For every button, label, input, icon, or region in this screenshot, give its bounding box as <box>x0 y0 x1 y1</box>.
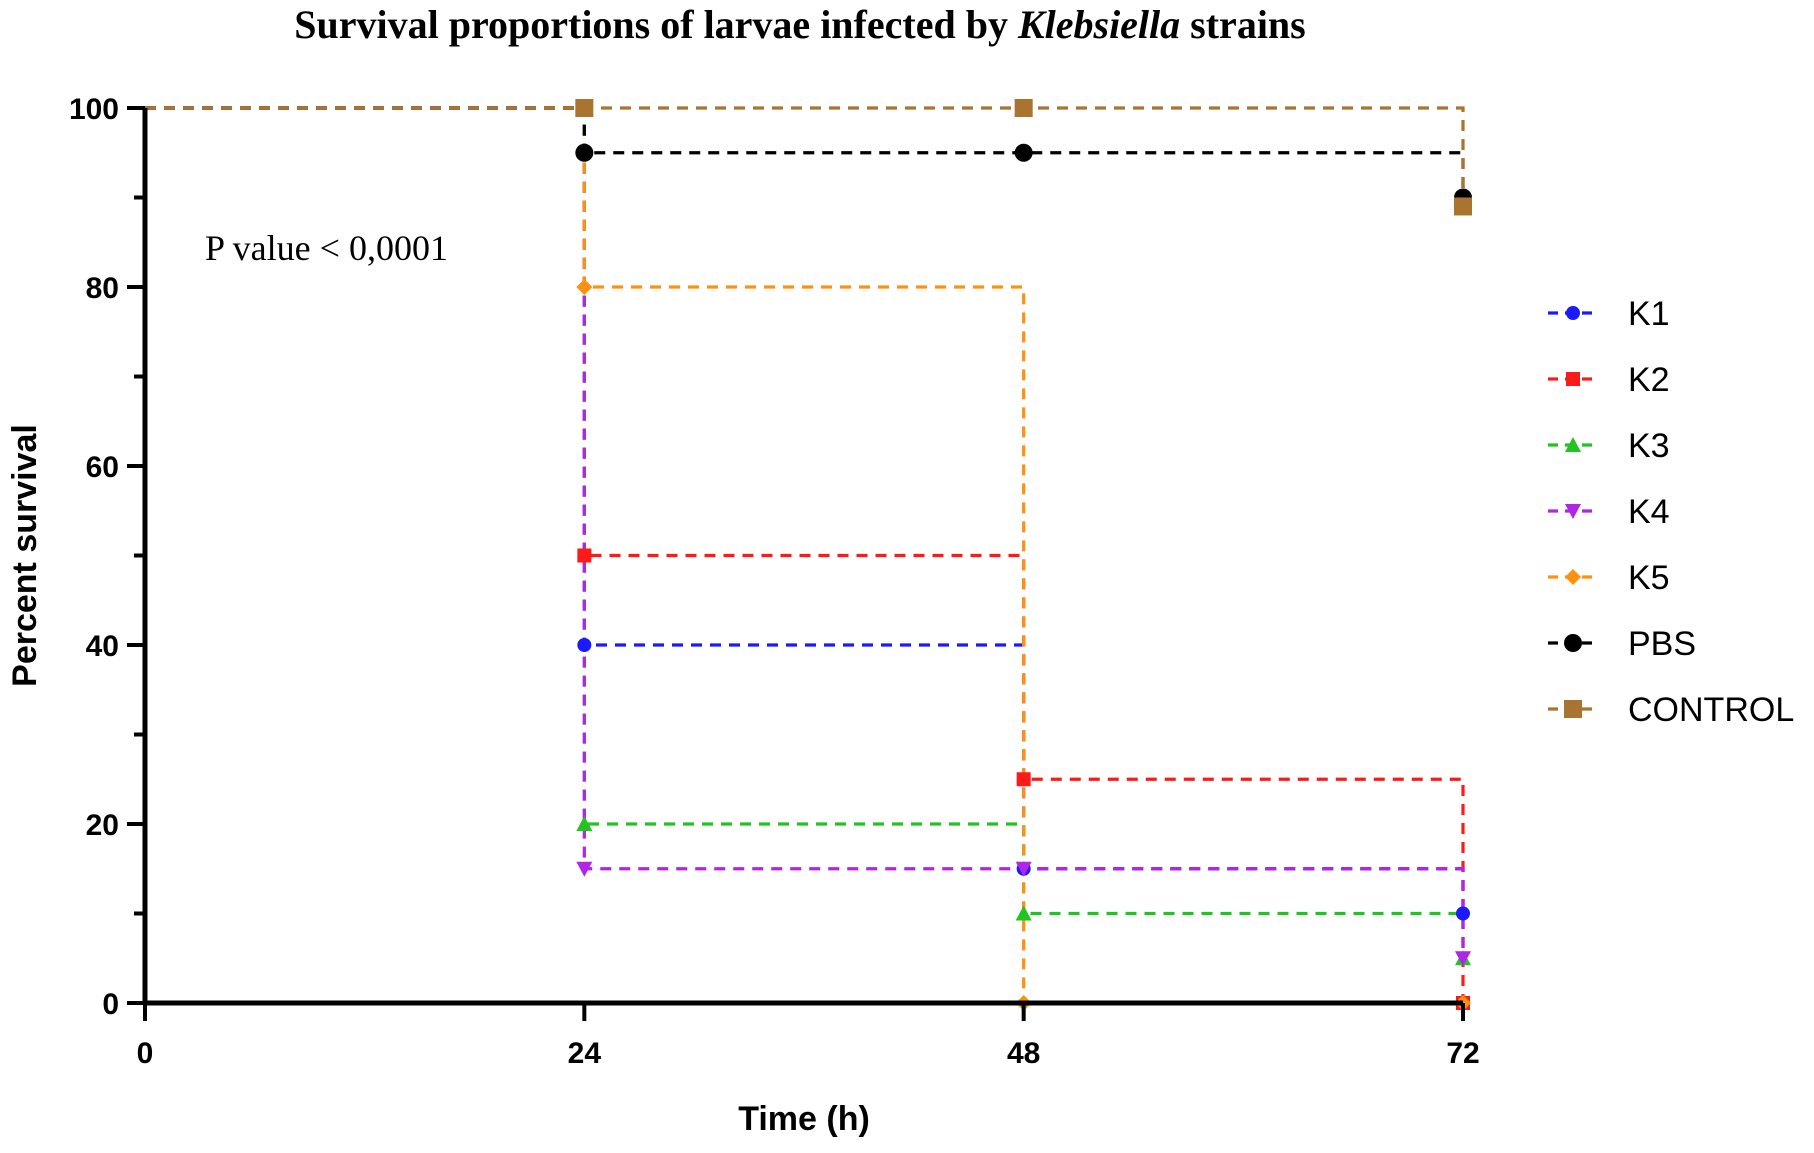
x-tick-label-48: 48 <box>1007 1037 1040 1070</box>
legend-marker-k1 <box>1566 306 1580 320</box>
legend-item-k5: K5 <box>1548 559 1670 597</box>
legend-label-k5: K5 <box>1628 559 1670 597</box>
data-point-k5-24 <box>576 279 593 295</box>
legend-label-control: CONTROL <box>1628 691 1794 729</box>
y-tick-label-80: 80 <box>86 272 119 305</box>
legend-marker-k2 <box>1566 372 1580 386</box>
axes: 0 20 40 60 80 100 0 24 48 72 Time (h) Percent survi… <box>6 93 1480 1138</box>
legend-marker-k4 <box>1565 504 1581 519</box>
legend-item-pbs: PBS <box>1548 625 1696 663</box>
chart-title-part-0: Survival proportions of larvae infected … <box>294 2 1018 47</box>
y-tick-label-40: 40 <box>86 630 119 663</box>
y-tick-label-100: 100 <box>69 93 119 126</box>
p-value-annotation: P value < 0,0001 <box>205 228 448 268</box>
legend: K1 K2 K3 K4 K5 PBS CONTROL <box>1548 295 1794 729</box>
y-tick-label-0: 0 <box>102 988 119 1021</box>
data-point-k1-72 <box>1456 906 1470 921</box>
y-tick-label-20: 20 <box>86 809 119 842</box>
data-point-control-72 <box>1454 197 1472 216</box>
data-point-k3-24 <box>576 816 593 831</box>
data-point-k1-24 <box>577 638 592 652</box>
legend-label-k1: K1 <box>1628 295 1670 333</box>
y-tick-label-60: 60 <box>86 451 119 484</box>
data-point-k2-48 <box>1016 772 1031 787</box>
series-line-pbs <box>145 106 1465 198</box>
legend-item-k1: K1 <box>1548 295 1670 333</box>
legend-label-k4: K4 <box>1628 493 1670 531</box>
data-point-k4-72 <box>1455 951 1471 967</box>
data-point-pbs-24 <box>575 143 594 162</box>
legend-label-k3: K3 <box>1628 427 1670 465</box>
x-tick-label-24: 24 <box>568 1037 602 1070</box>
legend-item-k2: K2 <box>1548 361 1670 399</box>
data-point-k2-24 <box>577 548 592 563</box>
data-point-k4-24 <box>576 861 593 877</box>
legend-marker-k5 <box>1565 569 1581 585</box>
series-line-control <box>145 106 1465 207</box>
x-tick-label-72: 72 <box>1446 1037 1479 1070</box>
y-axis-title: Percent survival <box>6 424 44 687</box>
x-tick-label-0: 0 <box>137 1037 154 1070</box>
chart-title-part-2: strains <box>1180 2 1306 47</box>
legend-label-pbs: PBS <box>1628 625 1696 663</box>
chart-title: Survival proportions of larvae infected … <box>294 2 1306 47</box>
data-point-control-24 <box>575 99 594 117</box>
legend-marker-pbs <box>1564 634 1582 652</box>
legend-label-k2: K2 <box>1628 361 1670 399</box>
data-point-k4-48 <box>1015 861 1032 877</box>
legend-item-k4: K4 <box>1548 493 1670 531</box>
data-point-k3-48 <box>1015 905 1032 921</box>
legend-marker-control <box>1564 700 1582 718</box>
data-point-control-48 <box>1014 99 1033 117</box>
legend-item-control: CONTROL <box>1548 691 1794 729</box>
legend-marker-k3 <box>1565 437 1581 452</box>
legend-item-k3: K3 <box>1548 427 1670 465</box>
chart-title-part-1: Klebsiella <box>1017 2 1180 47</box>
data-point-pbs-48 <box>1014 143 1033 162</box>
x-axis-title: Time (h) <box>738 1100 870 1138</box>
